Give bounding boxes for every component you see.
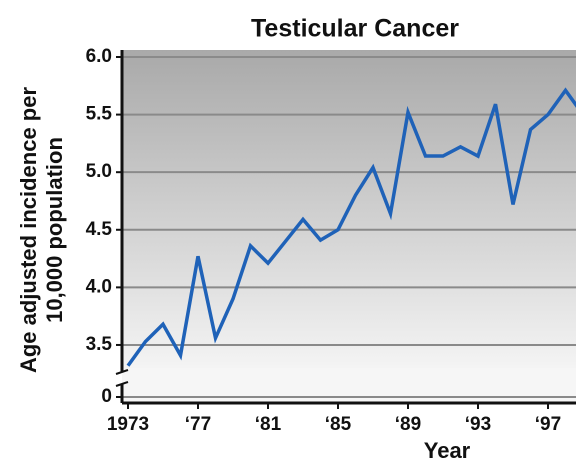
plot-lines [126,87,576,367]
x-tick-label: ‘89 [395,414,421,435]
x-tick-label: ‘93 [465,414,491,435]
x-tick-label: ‘81 [255,414,282,435]
y-tick-label: 5.5 [86,104,113,125]
y-tick-label: 6.0 [86,46,112,67]
y-tick-label: 0 [101,386,112,407]
axis-break [115,381,129,387]
y-tick-label: 4.5 [86,219,113,240]
x-tick-label: ‘97 [535,414,561,435]
chart-title: Testicular Cancer [251,15,459,43]
y-tick-label: 4.0 [86,276,112,297]
axis-break [115,369,129,375]
y-axis-label: Age adjusted incidence per [16,87,41,374]
x-tick-label: ‘77 [185,414,211,435]
x-axis-label: Year [424,438,471,463]
data-line [126,87,576,367]
x-tick-label: 1973 [107,414,149,435]
y-tick-label: 3.5 [86,334,113,355]
y-tick-label: 5.0 [86,161,112,182]
x-tick-label: ‘85 [325,414,352,435]
y-axis-label: 10,000 population [42,137,67,323]
